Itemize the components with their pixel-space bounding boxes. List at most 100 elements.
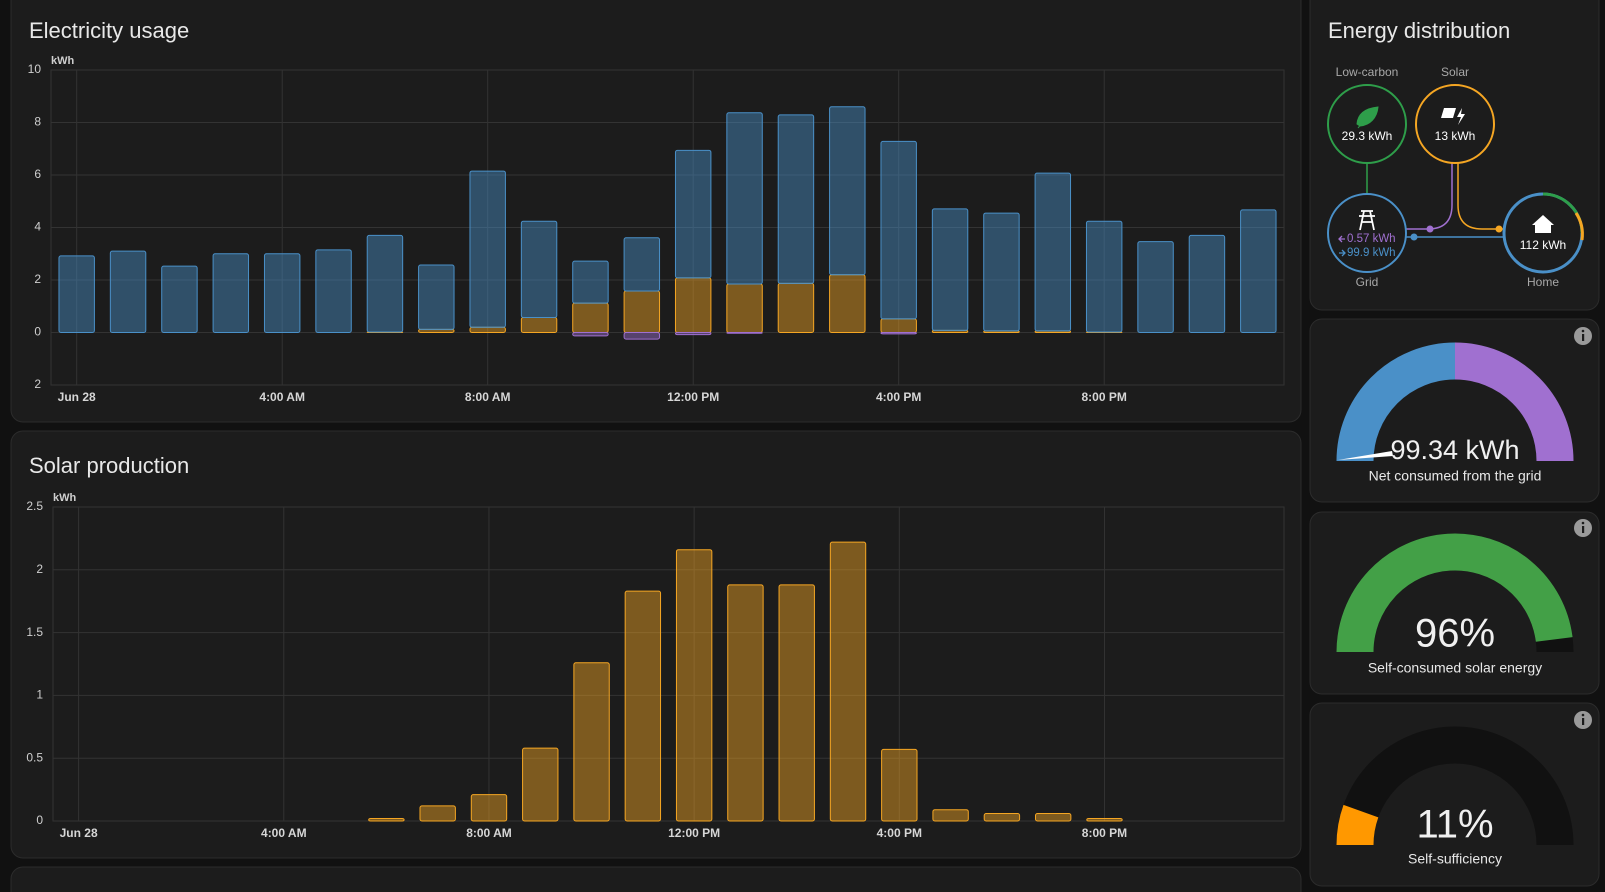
- y-tick-label: 8: [34, 115, 41, 129]
- x-tick-label: 8:00 AM: [465, 390, 511, 404]
- bar: [419, 805, 456, 822]
- y-tick-label: 0.5: [26, 750, 43, 764]
- y-tick-label: 10: [28, 62, 42, 76]
- chart-title: Solar production: [29, 453, 189, 478]
- flow-dot: [1495, 225, 1503, 233]
- y-unit: kWh: [51, 55, 75, 67]
- bar: [674, 149, 712, 279]
- gauge-label: Self-consumed solar energy: [1368, 660, 1542, 676]
- bar: [880, 140, 917, 320]
- bar: [368, 817, 405, 822]
- gauge-value: 11%: [1416, 803, 1493, 847]
- x-tick-label: 8:00 AM: [466, 826, 512, 840]
- bar: [829, 274, 866, 333]
- y-tick-label: 1: [36, 688, 43, 702]
- bar: [726, 283, 763, 333]
- bar: [881, 748, 918, 822]
- home-icon: [1532, 215, 1554, 233]
- usage-card: [10, 0, 1302, 423]
- node-value: 29.3 kWh: [1342, 129, 1393, 143]
- grid-consumed: 99.9 kWh: [1347, 247, 1396, 259]
- y-tick-label: 4: [34, 220, 41, 234]
- solar-card: [10, 430, 1302, 859]
- bar: [572, 260, 609, 304]
- y-tick-label: 2: [34, 272, 41, 286]
- gauge-card: [1309, 702, 1600, 887]
- bar: [1034, 812, 1072, 822]
- bar: [469, 326, 506, 333]
- info-glyph: [1582, 526, 1585, 533]
- bar: [1137, 241, 1174, 333]
- grid-returned: 0.57 kWh: [1347, 233, 1396, 245]
- bar: [880, 318, 917, 334]
- bar: [726, 112, 763, 285]
- bar: [572, 332, 609, 337]
- node-value: 112 kWh: [1520, 238, 1566, 252]
- bar: [727, 584, 764, 822]
- flow-dot: [1426, 225, 1434, 233]
- gauge-label: Self-sufficiency: [1408, 851, 1502, 867]
- gauge-fill: [1336, 533, 1573, 653]
- gauge-needle: [1338, 451, 1393, 460]
- bar: [212, 253, 250, 333]
- bar: [624, 590, 662, 822]
- node-label: Grid: [1356, 275, 1379, 289]
- bar: [829, 106, 866, 276]
- bar: [263, 253, 301, 333]
- bar: [675, 549, 713, 822]
- gauge-card: [1309, 511, 1600, 695]
- arrow-icon: [1339, 249, 1346, 257]
- flow-line: [1457, 163, 1504, 230]
- bolt-icon: [1457, 108, 1465, 125]
- y-tick-label: 1.5: [26, 625, 43, 639]
- x-tick-label: 12:00 PM: [667, 390, 719, 404]
- gauge-arc: [1454, 342, 1574, 462]
- bar: [418, 264, 455, 330]
- pylon-icon: [1359, 210, 1375, 231]
- bar: [1085, 220, 1123, 333]
- bar: [931, 208, 969, 331]
- info-glyph: [1582, 718, 1585, 725]
- node-value: 13 kWh: [1435, 129, 1476, 143]
- solar-node: [1415, 84, 1495, 164]
- bar: [573, 662, 610, 822]
- node-label: Home: [1527, 275, 1559, 289]
- x-tick-label: 8:00 PM: [1082, 390, 1127, 404]
- y-tick-label: 2: [36, 562, 43, 576]
- x-tick-label: 12:00 PM: [668, 826, 720, 840]
- bar: [109, 250, 147, 333]
- x-tick-label: 4:00 AM: [261, 826, 307, 840]
- y-tick-label: 0: [34, 325, 41, 339]
- bar: [1240, 209, 1277, 334]
- bar: [1034, 172, 1072, 332]
- gauge-track: [1336, 726, 1574, 846]
- gauge-value: 99.34 kWh: [1390, 435, 1519, 465]
- bar: [623, 332, 661, 340]
- bar: [932, 809, 969, 822]
- info-glyph: [1581, 521, 1585, 525]
- x-tick-label: Jun 28: [60, 826, 98, 840]
- bar: [315, 249, 352, 333]
- chart-title: Electricity usage: [29, 18, 189, 43]
- bar: [623, 237, 661, 292]
- bar: [726, 332, 763, 334]
- x-tick-label: Jun 28: [58, 390, 96, 404]
- bar: [520, 220, 558, 319]
- leaf-icon: [1356, 106, 1379, 129]
- bar: [778, 584, 815, 822]
- bar: [1188, 234, 1226, 333]
- y-tick-label: 6: [34, 167, 41, 181]
- x-tick-label: 4:00 PM: [876, 390, 921, 404]
- bar: [1086, 817, 1123, 822]
- bar: [674, 332, 712, 336]
- flow-dot: [1410, 233, 1418, 241]
- bar: [366, 234, 404, 333]
- info-glyph: [1581, 329, 1585, 333]
- bar: [522, 747, 559, 822]
- bar: [983, 812, 1021, 822]
- gauge-label: Net consumed from the grid: [1369, 468, 1542, 484]
- y-tick-label: 2.5: [26, 499, 43, 513]
